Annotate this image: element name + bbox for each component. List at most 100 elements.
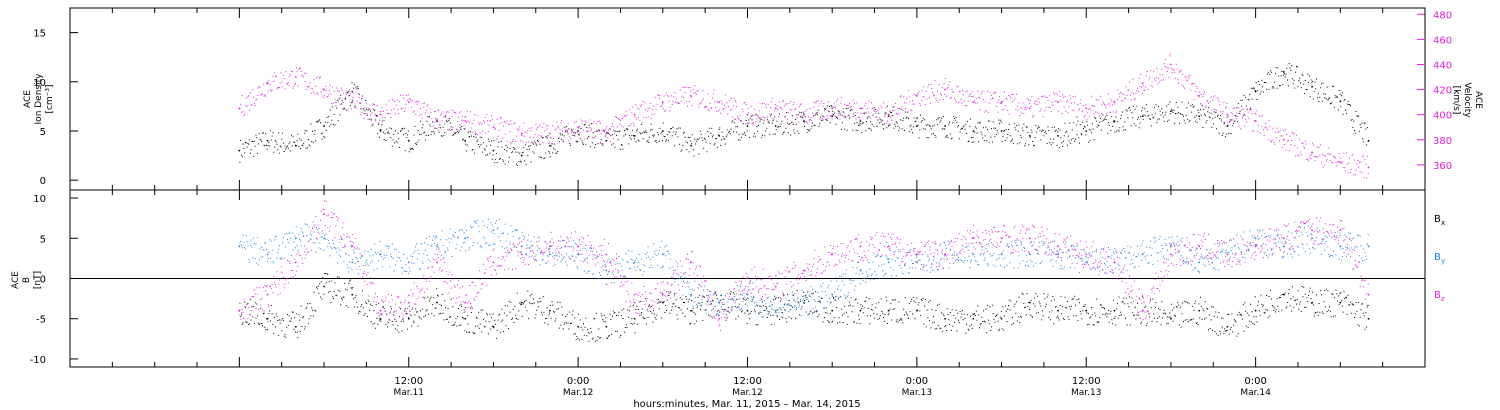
top-series-0-point-29 [1057,134,1059,137]
bottom-series-0-point-14 [633,317,636,320]
top-series-0-point-26 [972,130,975,132]
bottom-series-0-point-7 [436,301,438,304]
x-tick-label-date-2: Mar.12 [732,388,762,398]
bottom-series-0-point-36 [1254,309,1257,312]
bottom-series-0-point-40 [1367,317,1370,320]
top-series-0-point-30 [1085,130,1088,132]
bottom-series-2-point-17 [718,317,721,320]
top-left-tick-label-2: 10 [33,78,46,89]
bottom-series-0-point-1 [266,317,269,320]
top-right-tick-label-2: 400 [1433,111,1452,122]
bottom-series-2-point-5 [379,309,382,312]
legend-bz-subscript: z [1441,295,1445,303]
top-series-0-point-9 [492,149,495,152]
bottom-series-1-point-37 [1282,245,1285,248]
bottom-left-tick-label-4: 10 [33,194,46,205]
bottom-series-1-point-40 [1367,245,1370,248]
top-panel-data [238,53,1370,179]
bottom-series-2-point-2 [294,261,297,264]
top-series-1-point-18 [746,113,749,116]
bottom-series-0-point-16 [690,309,692,312]
top-series-1-point-25 [944,88,947,91]
top-series-1-point-32 [1141,82,1144,85]
bottom-series-2-point-4 [351,245,354,248]
top-series-0-point-6 [407,139,410,142]
bottom-series-0-dots [239,273,1369,342]
x-tick-label-date-0: Mar.11 [394,388,424,398]
top-series-0-point-10 [520,154,523,157]
bottom-series-1-point-4 [351,261,354,264]
top-series-1-point-2 [294,76,297,78]
top-series-1-point-37 [1282,138,1285,141]
top-series-0-point-17 [718,134,721,137]
bottom-series-2-point-11 [548,245,551,248]
bottom-left-tick-label-2: 0 [40,275,46,286]
top-series-0-point-1 [266,139,269,142]
bottom-series-1-point-11 [548,253,551,256]
bottom-series-1-point-27 [1000,253,1003,256]
top-right-ylabel-line-1: ACE [1473,91,1483,109]
bottom-series-1-point-36 [1254,237,1257,240]
bottom-series-2-point-30 [1085,253,1088,256]
top-left-ylabel: ACE Ion Density [cm⁻³] [23,73,55,125]
x-tick-label-time-1: 0:00 [567,376,589,387]
bottom-series-1-point-30 [1085,261,1088,264]
bottom-series-2-point-22 [859,245,862,248]
bottom-series-1-point-8 [464,237,467,240]
top-series-0-point-21 [831,115,834,118]
top-right-tick-label-3: 420 [1433,86,1452,97]
bottom-series-2-point-37 [1282,237,1285,240]
x-axis-title: hours:minutes, Mar. 11, 2015 – Mar. 14, … [633,399,860,410]
bottom-series-0-point-39 [1339,301,1342,304]
bottom-series-1-point-18 [746,293,749,296]
bottom-left-ylabel-line-2: B [22,277,32,283]
bottom-series-2-point-15 [661,293,664,296]
top-series-1-point-8 [464,120,467,122]
x-tick-label-date-5: Mar.14 [1240,388,1271,398]
top-series-0-point-31 [1113,120,1116,123]
bottom-series-0-point-23 [887,309,890,312]
bottom-series-0-point-33 [1170,317,1172,320]
top-right-ylabel-line-2: Velocity [1462,82,1472,118]
bottom-left-tick-label-0: -10 [30,355,46,366]
top-left-ylabel-line-2: Ion Density [34,73,44,125]
bottom-series-1-point-10 [520,245,523,248]
bottom-series-2-point-26 [972,237,975,240]
top-series-1-point-29 [1057,101,1059,104]
bottom-series-1-point-17 [718,301,721,304]
top-series-1-point-40 [1367,166,1370,169]
bottom-series-2-point-10 [520,253,523,256]
bottom-series-0-point-21 [831,309,834,312]
bottom-left-tick-label-3: 5 [40,234,46,245]
top-series-1-point-30 [1085,107,1088,110]
top-series-0-dots [239,63,1369,166]
top-series-1-point-27 [1000,101,1003,104]
bottom-series-2-point-21 [831,253,834,256]
bottom-series-0-point-31 [1113,309,1116,312]
top-series-1-point-15 [661,101,664,104]
bottom-series-1-point-19 [774,309,777,312]
legend-by-label: B [1434,252,1441,263]
legend-bx-subscript: x [1441,219,1445,227]
top-series-1-point-28 [1028,107,1031,110]
top-series-0-point-15 [661,130,664,132]
bottom-left-ylabel-line-3: [nT] [33,271,43,289]
bottom-series-2-point-3 [323,213,325,216]
top-right-tick-label-4: 440 [1433,60,1452,71]
x-tick-label-time-3: 0:00 [906,376,928,387]
top-series-1-point-4 [351,101,354,104]
top-series-1-point-38 [1311,151,1313,154]
top-right-tick-label-5: 460 [1433,35,1452,46]
top-series-1-point-21 [831,107,834,110]
top-series-1-point-10 [520,132,523,135]
top-series-0-point-8 [464,139,467,142]
bottom-series-0-point-27 [1000,317,1003,320]
bottom-series-1-point-2 [294,237,297,240]
legend-bx: B x [1434,214,1445,227]
bottom-series-1-point-5 [379,253,382,256]
top-series-0-point-36 [1254,90,1257,93]
bottom-series-1-point-28 [1028,253,1031,256]
bottom-series-0-point-3 [323,285,325,288]
top-series-0-point-5 [379,130,382,132]
top-series-0-point-22 [859,120,862,123]
